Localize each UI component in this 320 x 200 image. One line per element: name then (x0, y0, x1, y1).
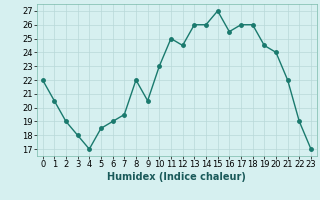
X-axis label: Humidex (Indice chaleur): Humidex (Indice chaleur) (108, 172, 246, 182)
